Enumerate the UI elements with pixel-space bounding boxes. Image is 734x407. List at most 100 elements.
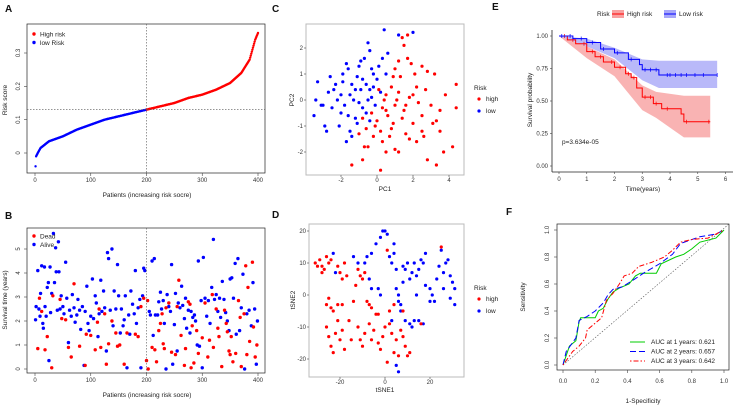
low-risk-point xyxy=(371,72,375,76)
alive-point xyxy=(167,304,171,309)
low-risk-point xyxy=(356,261,360,265)
low-risk-point xyxy=(441,287,446,291)
low-risk-point xyxy=(378,235,383,239)
high-risk-point xyxy=(372,328,376,332)
high-risk-point xyxy=(393,147,397,151)
low-risk-point xyxy=(366,98,370,102)
alive-point xyxy=(108,308,112,312)
dead-point xyxy=(216,326,220,330)
low-risk-point xyxy=(341,72,345,76)
alive-point xyxy=(230,276,234,280)
high-risk-point xyxy=(389,85,393,89)
alive-point xyxy=(173,291,178,296)
high-risk-point xyxy=(252,42,256,45)
x-tick-label: 100 xyxy=(86,178,97,184)
high-risk-point xyxy=(329,258,333,262)
low-risk-point xyxy=(453,287,457,291)
y-tick-label: 2 xyxy=(300,46,304,52)
low-risk-point xyxy=(331,251,335,255)
x-tick-label: 300 xyxy=(197,378,208,384)
alive-point xyxy=(138,297,142,302)
low-risk-point xyxy=(450,280,455,284)
dead-point xyxy=(250,260,255,264)
high-risk-point xyxy=(331,351,335,355)
low-risk-point xyxy=(350,82,354,86)
high-risk-point xyxy=(393,103,397,107)
alive-point xyxy=(139,366,143,370)
high-risk-point xyxy=(425,69,429,73)
alive-point xyxy=(220,279,225,284)
alive-point xyxy=(231,296,236,300)
plot-frame xyxy=(556,223,730,371)
legend-marker xyxy=(32,40,36,45)
low-risk-point xyxy=(355,121,359,125)
high-risk-point xyxy=(424,88,428,92)
legend-label: Low risk xyxy=(679,11,704,18)
low-risk-point xyxy=(432,299,437,303)
high-risk-point xyxy=(338,271,342,275)
legend-marker xyxy=(477,309,481,313)
dead-point xyxy=(58,297,62,302)
dead-point xyxy=(106,342,111,346)
low-risk-point xyxy=(361,77,365,81)
low-risk-point xyxy=(382,28,386,32)
dead-point xyxy=(246,285,250,290)
alive-point xyxy=(129,289,133,293)
dead-point xyxy=(114,331,118,335)
high-risk-point xyxy=(251,46,255,49)
x-tick-label: 200 xyxy=(141,378,152,384)
low-risk-point xyxy=(414,293,419,297)
y-tick-label: 0 xyxy=(303,293,307,299)
legend-label: High risk xyxy=(40,32,66,39)
dead-point xyxy=(194,328,199,333)
high-risk-point xyxy=(395,98,399,102)
low-risk-point xyxy=(403,319,407,323)
low-risk-point xyxy=(439,248,443,252)
alive-point xyxy=(203,296,207,300)
alive-point xyxy=(112,289,116,293)
high-risk-point xyxy=(333,331,338,335)
alive-point xyxy=(252,307,257,311)
alive-point xyxy=(41,326,46,330)
legend-label: AUC at 2 years: 0.657 xyxy=(651,349,715,356)
dead-point xyxy=(186,300,191,304)
x-tick-label: 0 xyxy=(375,178,379,184)
high-risk-point xyxy=(415,85,419,89)
alive-point xyxy=(96,334,100,339)
legend-label: low xyxy=(486,308,496,315)
high-risk-point xyxy=(377,88,381,92)
high-risk-point xyxy=(315,264,320,268)
high-risk-point xyxy=(376,341,380,345)
high-risk-point xyxy=(438,129,442,133)
high-risk-point xyxy=(250,50,254,53)
high-risk-point xyxy=(327,261,331,265)
high-risk-point xyxy=(400,116,404,120)
dead-point xyxy=(183,346,188,351)
alive-point xyxy=(94,301,99,305)
high-risk-point xyxy=(384,93,388,97)
high-risk-point xyxy=(318,258,322,262)
alive-point xyxy=(157,300,161,304)
low-risk-point xyxy=(326,90,330,94)
high-risk-point xyxy=(248,58,251,61)
low-risk-point xyxy=(423,251,428,255)
dead-point xyxy=(89,333,93,338)
high-risk-point xyxy=(401,309,405,313)
alive-point xyxy=(55,308,59,312)
high-risk-point xyxy=(250,52,253,55)
low-risk-point xyxy=(441,271,446,275)
dead-point xyxy=(220,364,224,369)
diagonal-reference xyxy=(562,223,730,366)
y-tick-label: 2 xyxy=(16,319,22,323)
high-risk-point xyxy=(354,283,358,287)
high-risk-point xyxy=(420,114,424,118)
dead-point xyxy=(72,282,76,286)
high-risk-point xyxy=(358,274,362,278)
dead-point xyxy=(37,296,42,300)
dead-point xyxy=(217,334,221,339)
low-risk-point xyxy=(392,251,396,255)
alive-point xyxy=(164,367,168,371)
alive-point xyxy=(57,270,61,274)
dead-point xyxy=(51,294,55,298)
